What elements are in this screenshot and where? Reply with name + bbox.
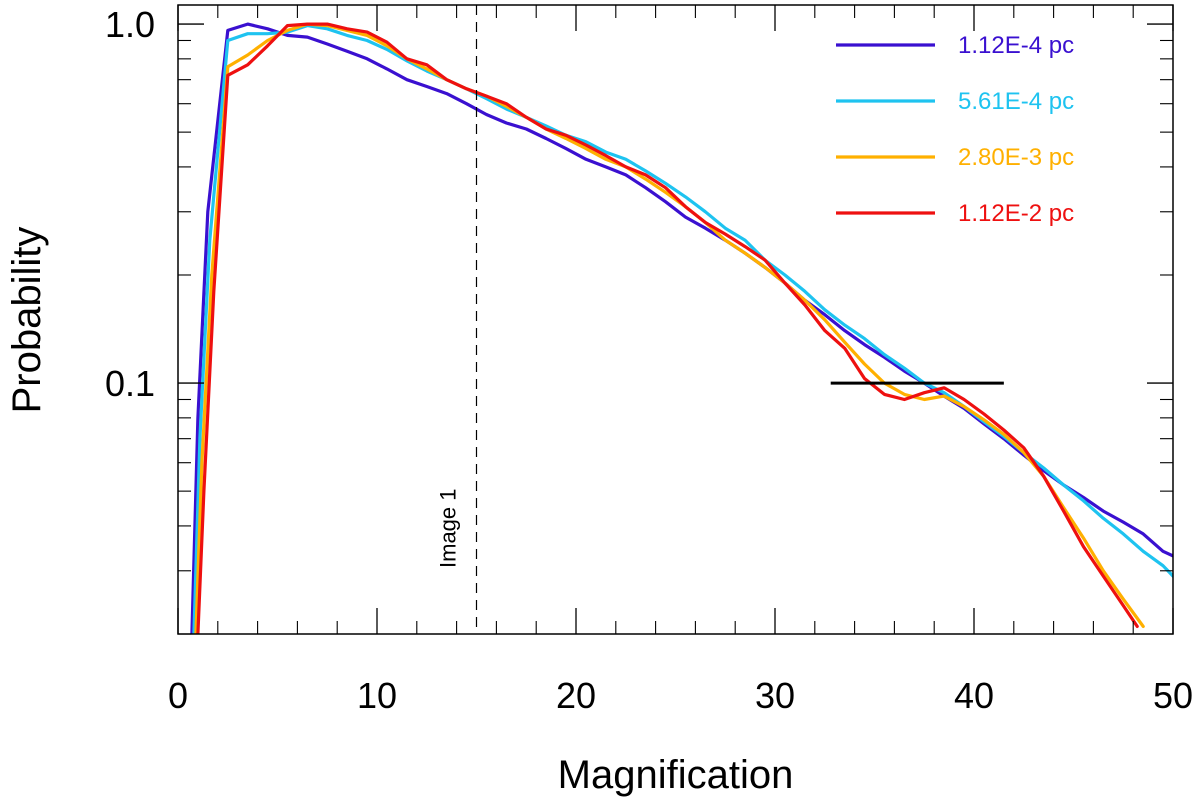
legend-label-1: 5.61E-4 pc [958, 88, 1074, 115]
legend: 1.12E-4 pc 5.61E-4 pc 2.80E-3 pc 1.12E-2 pc [836, 32, 1074, 227]
x-tick-label: 40 [954, 675, 994, 716]
legend-label-2: 2.80E-3 pc [958, 144, 1074, 171]
series-layer [190, 22, 1173, 634]
annotation-layer: Image 1 [436, 5, 1004, 634]
plot-frame [177, 4, 1174, 635]
x-axis-title: Magnification [558, 753, 794, 797]
x-tick-label: 0 [168, 675, 188, 716]
legend-label-3: 1.12E-2 pc [958, 200, 1074, 227]
axes-layer: 0 10 20 30 40 50 0.1 1.0 Magnification Probabilit… [5, 4, 1193, 797]
y-axis-title: Probability [5, 227, 49, 414]
y-tick-label: 1.0 [105, 4, 155, 45]
vline-label: Image 1 [436, 489, 461, 569]
x-tick-label: 50 [1153, 675, 1193, 716]
series-line-2 [194, 22, 1145, 634]
legend-label-0: 1.12E-4 pc [958, 32, 1074, 59]
series-line-3 [196, 22, 1139, 634]
y-tick-label: 0.1 [105, 363, 155, 404]
series-line-1 [192, 24, 1173, 634]
x-tick-label: 20 [556, 675, 596, 716]
series-line-0 [190, 22, 1173, 634]
x-tick-label: 30 [755, 675, 795, 716]
x-tick-label: 10 [357, 675, 397, 716]
